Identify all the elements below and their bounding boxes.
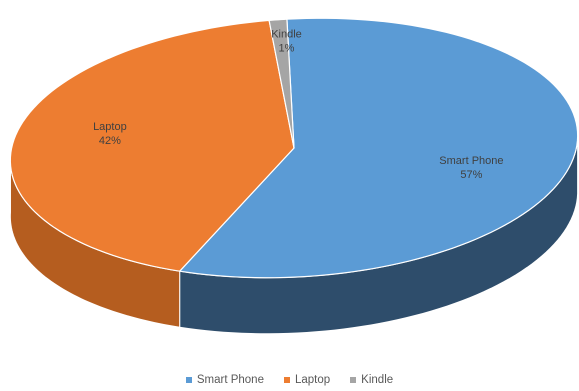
legend-item-laptop: Laptop <box>283 374 331 386</box>
legend-label-smart-phone: Smart Phone <box>196 374 264 386</box>
legend-label-kindle: Kindle <box>361 374 394 386</box>
pie-slice-smart-phone <box>179 17 579 279</box>
legend-item-kindle: Kindle <box>350 374 393 386</box>
legend-label-laptop: Laptop <box>294 374 331 386</box>
pie-slice-kindle <box>268 18 295 149</box>
pie-slice-laptop <box>9 19 295 272</box>
data-label-percent-laptop: 42% <box>99 135 121 147</box>
legend-item-smart-phone: Smart Phone <box>185 374 264 386</box>
data-label-name-laptop: Laptop <box>93 121 127 133</box>
legend-swatch-kindle <box>350 377 357 383</box>
data-label-percent-smart-phone: 57% <box>460 169 482 181</box>
chart-legend: Smart Phone Laptop Kindle <box>0 372 579 388</box>
data-label-name-smart-phone: Smart Phone <box>439 155 503 167</box>
legend-swatch-smart-phone <box>185 377 192 383</box>
pie-top-faces <box>9 17 579 279</box>
data-label-name-kindle: Kindle <box>271 29 302 41</box>
legend-swatch-laptop <box>283 377 290 383</box>
pie-data-labels: Smart Phone 57% Laptop 42% Kindle 1% <box>93 29 503 181</box>
data-label-percent-kindle: 1% <box>279 43 295 55</box>
